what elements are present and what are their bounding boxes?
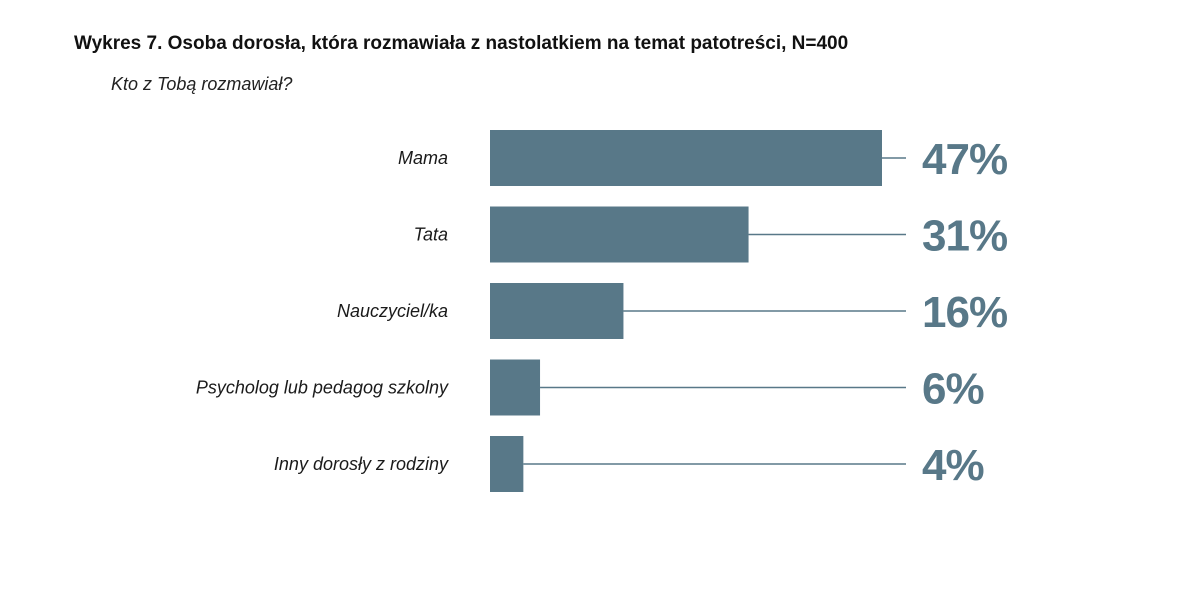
chart-subtitle: Kto z Tobą rozmawiał? [111,74,293,94]
category-label: Nauczyciel/ka [337,301,448,321]
value-label: 47% [922,135,1007,184]
category-label: Inny dorosły z rodziny [274,454,449,474]
bar [490,359,541,416]
bar [490,283,624,339]
value-label: 16% [922,288,1007,337]
bar [490,206,749,263]
value-label: 4% [922,441,984,490]
category-label: Mama [398,148,448,168]
bar [490,130,882,186]
bar [490,436,524,492]
chart-title: Wykres 7. Osoba dorosła, która rozmawiał… [74,33,849,54]
category-label: Tata [414,225,448,245]
value-label: 6% [922,365,984,414]
category-label: Psycholog lub pedagog szkolny [196,378,449,398]
value-label: 31% [922,212,1007,261]
